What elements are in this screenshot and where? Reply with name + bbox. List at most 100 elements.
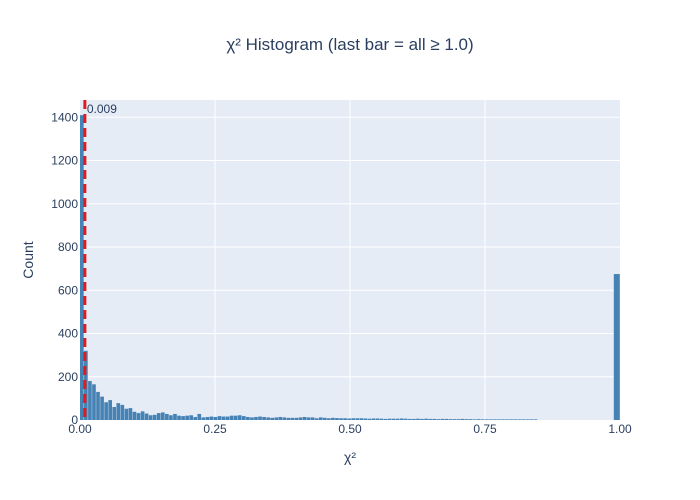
- histogram-bar: [339, 418, 343, 420]
- histogram-bar: [177, 415, 181, 420]
- histogram-bar: [452, 419, 457, 420]
- y-tick-label: 1000: [51, 197, 78, 211]
- histogram-bar: [375, 418, 380, 420]
- histogram-bar: [529, 419, 534, 420]
- histogram-bar: [221, 416, 226, 420]
- histogram-bar: [497, 419, 501, 420]
- threshold-label: 0.009: [87, 102, 117, 116]
- histogram-bar: [124, 408, 129, 420]
- y-tick-label: 400: [58, 327, 78, 341]
- histogram-bar: [533, 419, 538, 420]
- histogram-bar: [96, 391, 100, 420]
- histogram-bar: [237, 415, 242, 420]
- histogram-bar: [128, 408, 133, 420]
- histogram-bar: [351, 418, 355, 420]
- histogram-bar: [173, 413, 177, 420]
- histogram-bar: [229, 415, 234, 420]
- histogram-bar: [513, 419, 517, 420]
- histogram-bar: [416, 418, 420, 420]
- histogram-bar: [521, 419, 526, 420]
- histogram-bar: [104, 402, 108, 420]
- histogram-bar: [112, 407, 117, 420]
- y-tick-label: 200: [58, 370, 78, 384]
- histogram-bar: [100, 396, 104, 420]
- histogram-bar: [347, 418, 351, 420]
- histogram-bar: [286, 417, 291, 420]
- histogram-bar: [189, 415, 193, 420]
- histogram-bar: [323, 417, 327, 420]
- histogram-bar: [395, 418, 400, 420]
- histogram-bar: [505, 419, 509, 420]
- y-tick-label: 800: [58, 240, 78, 254]
- histogram-bar: [436, 419, 441, 420]
- histogram-bar: [359, 418, 364, 420]
- histogram-bar: [201, 417, 206, 420]
- y-tick-label: 1200: [51, 154, 78, 168]
- histogram-bar: [343, 418, 347, 420]
- histogram-bar: [428, 418, 432, 420]
- histogram-bar: [169, 415, 173, 420]
- histogram-bar: [152, 414, 157, 420]
- histogram-bar: [399, 418, 404, 420]
- histogram-bar: [270, 417, 274, 420]
- histogram-bar: [363, 418, 368, 420]
- histogram-bar: [306, 417, 311, 420]
- x-axis-ticks: 0.00 0.25 0.50 0.75 1.00: [68, 422, 632, 436]
- histogram-bar: [460, 418, 465, 420]
- histogram-bar: [371, 418, 376, 420]
- histogram-bar: [310, 417, 315, 420]
- histogram-bar: [116, 403, 121, 420]
- histogram-bar: [355, 418, 360, 420]
- histogram-bar: [165, 413, 169, 420]
- histogram-bar: [408, 418, 412, 420]
- histogram-bar: [274, 417, 279, 420]
- histogram-bar: [156, 413, 161, 420]
- histogram-bar: [379, 418, 384, 420]
- histogram-bar: [197, 413, 202, 420]
- x-tick-label: 0.75: [473, 422, 497, 436]
- histogram-bar: [517, 419, 522, 420]
- y-tick-label: 1400: [51, 110, 78, 124]
- histogram-bar: [412, 418, 416, 420]
- histogram-bar: [314, 418, 319, 420]
- histogram-bar: [444, 418, 449, 420]
- gridlines: [80, 100, 620, 420]
- histogram-bar: [262, 416, 266, 420]
- histogram-bar: [424, 418, 428, 420]
- histogram-bar: [282, 417, 287, 420]
- histogram-bar: [302, 416, 307, 420]
- histogram-bar: [258, 416, 262, 420]
- histogram-bar: [254, 416, 258, 420]
- histogram-bar: [290, 417, 295, 420]
- histogram-bar: [144, 413, 149, 420]
- histogram-bar: [294, 417, 299, 420]
- histogram-bar: [331, 417, 335, 420]
- histogram-bar: [225, 416, 230, 420]
- histogram-bar: [448, 419, 453, 420]
- histogram-bar: [132, 411, 137, 420]
- histogram-bar: [493, 419, 497, 420]
- y-tick-label: 600: [58, 283, 78, 297]
- histogram-bar: [387, 418, 392, 420]
- histogram-bar: [472, 419, 477, 420]
- histogram-bar: [205, 416, 210, 420]
- chart-title: χ² Histogram (last bar = all ≥ 1.0): [226, 35, 473, 54]
- histogram-bar: [367, 418, 372, 420]
- histogram-bar: [468, 419, 473, 420]
- histogram-bar: [489, 419, 493, 420]
- histogram-bar: [501, 419, 505, 420]
- histogram-bar: [161, 412, 165, 420]
- histogram-bar: [420, 418, 424, 420]
- y-axis-label: Count: [20, 241, 36, 278]
- histogram-bar: [213, 416, 218, 420]
- y-axis-ticks: 0 200 400 600 800 1000 1200 1400: [51, 110, 78, 427]
- histogram-bar: [136, 413, 141, 420]
- histogram-bar: [209, 416, 214, 420]
- histogram-bar: [383, 418, 388, 420]
- x-tick-label: 0.50: [338, 422, 362, 436]
- histogram-bar: [140, 411, 145, 420]
- overflow-bar: [613, 274, 620, 420]
- histogram-bar: [278, 416, 283, 420]
- histogram-bar: [391, 418, 396, 420]
